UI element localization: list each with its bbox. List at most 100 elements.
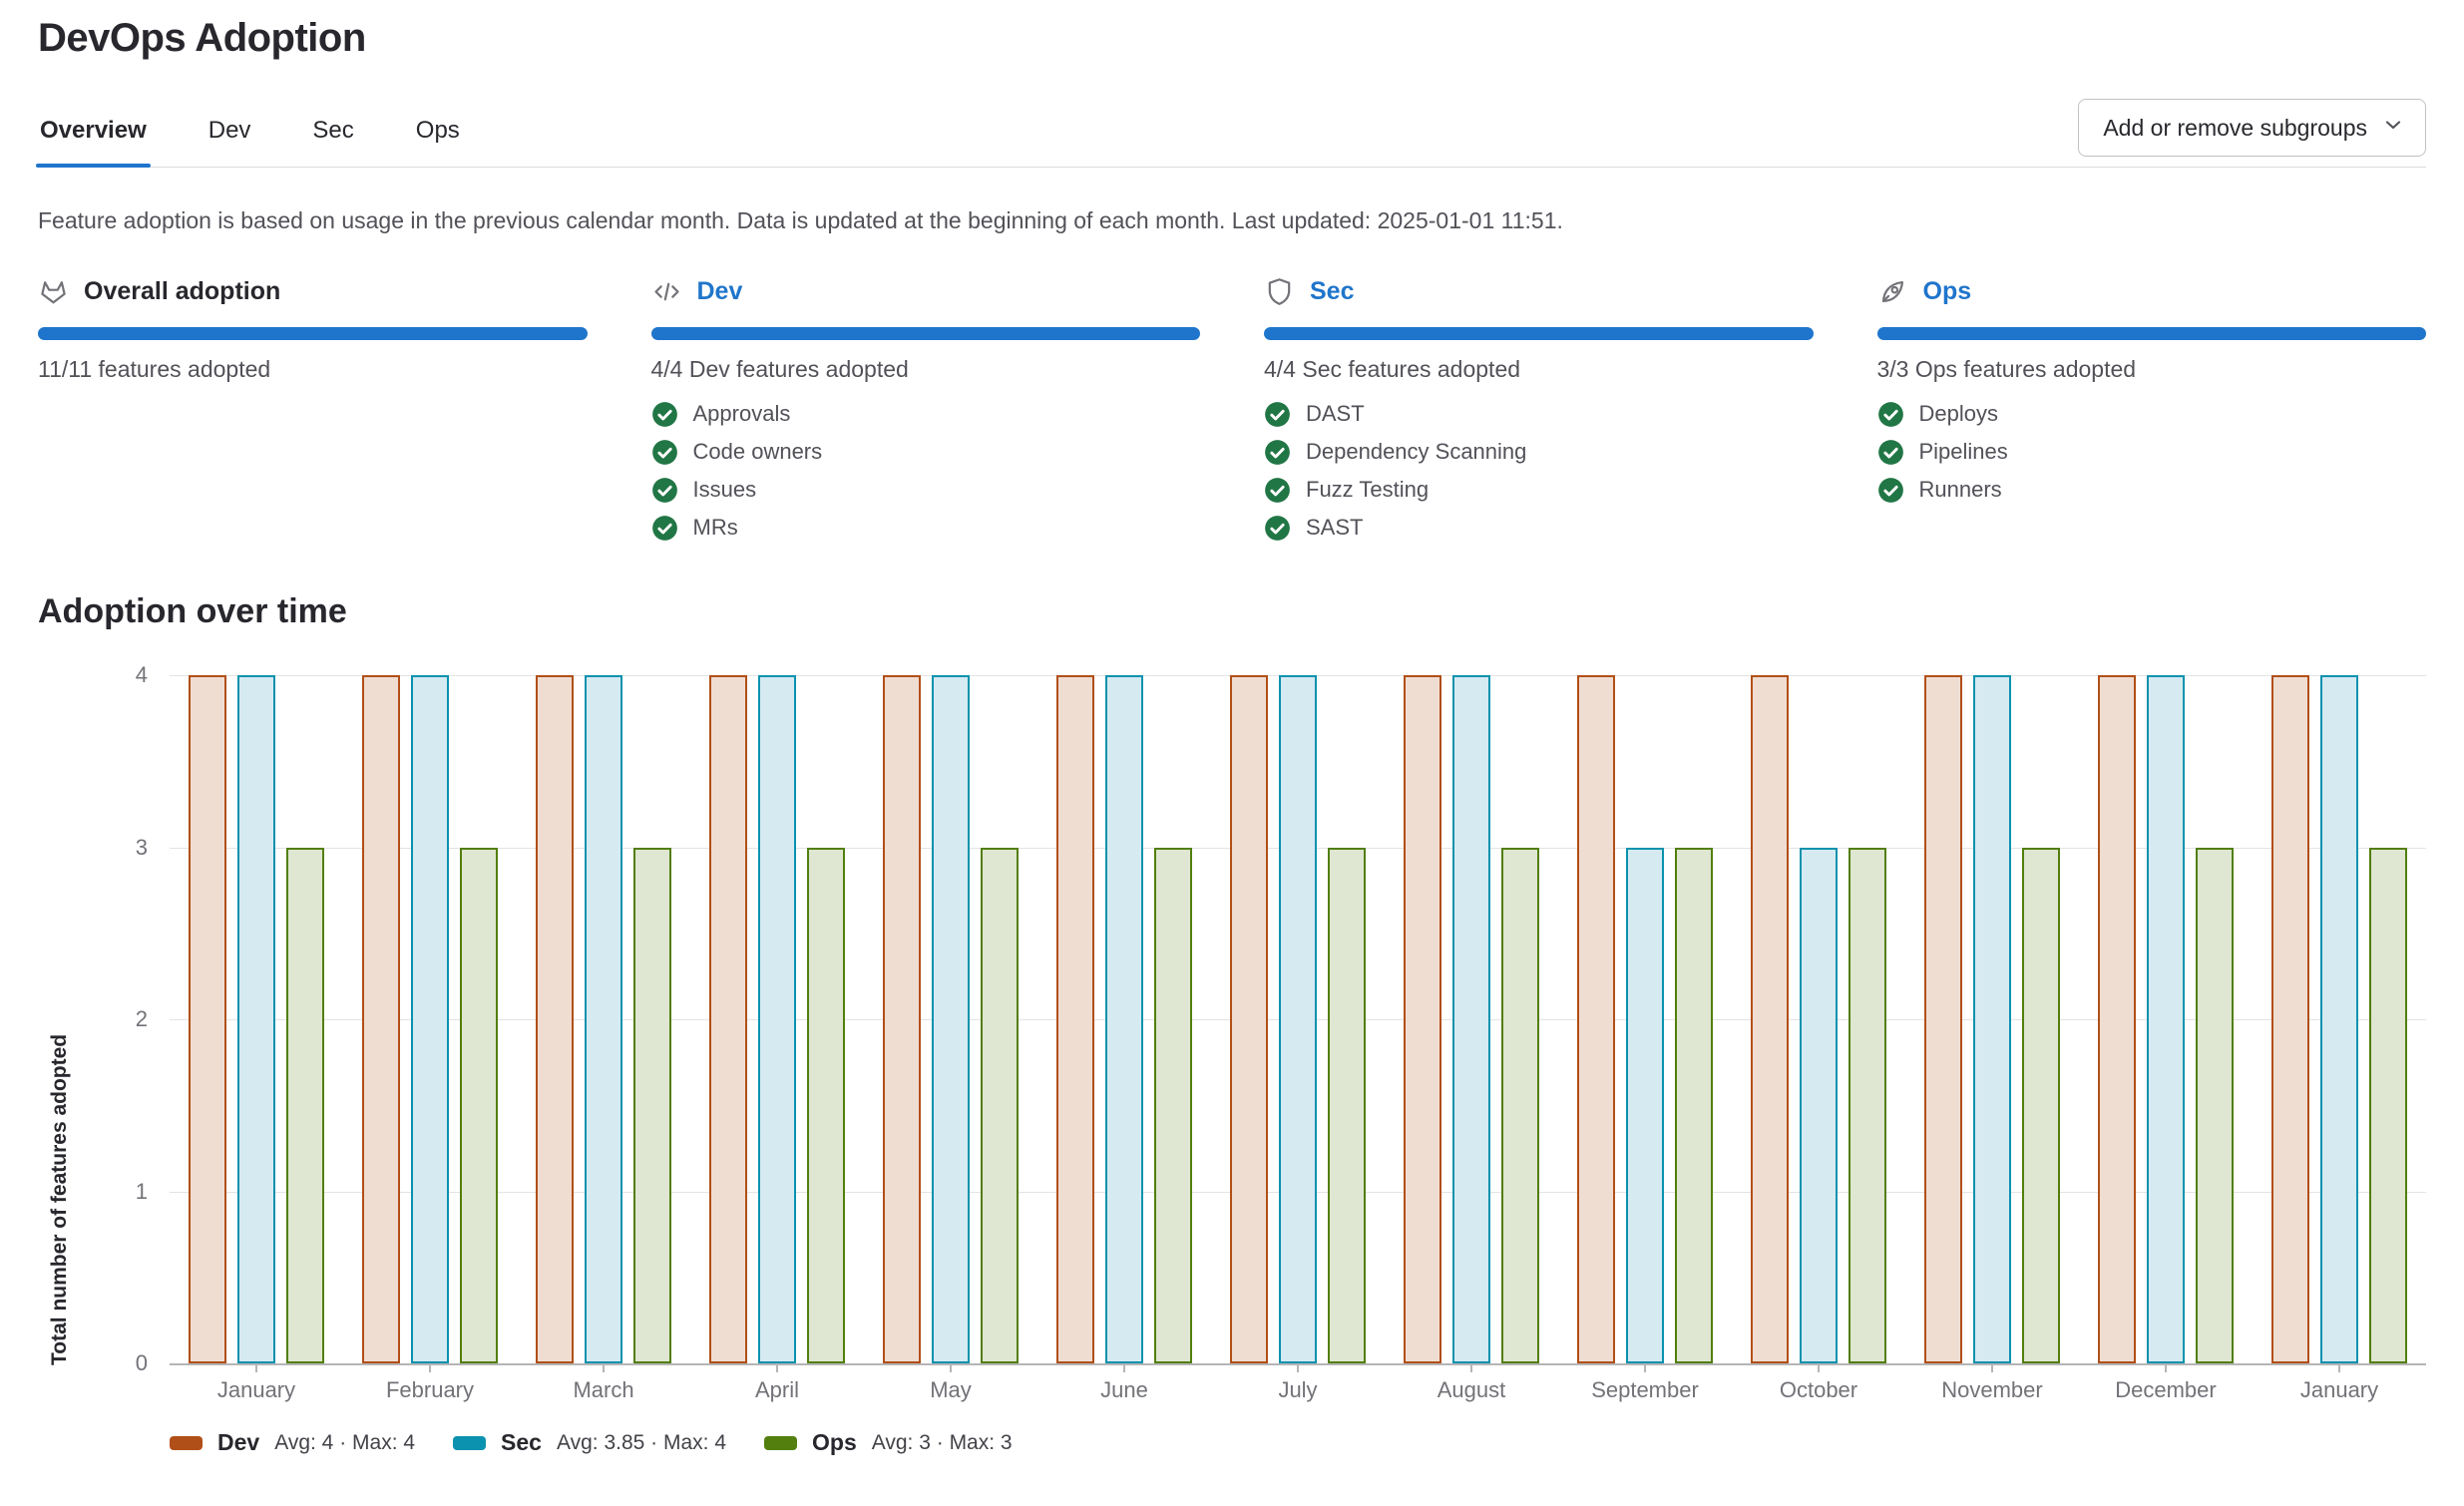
bar-ops-january-0	[286, 847, 324, 1363]
x-label-march-2: March	[573, 1377, 634, 1402]
feature-list-dev: Approvals Code owners Issues MRs	[651, 395, 1201, 547]
bar-sec-february-1	[411, 675, 449, 1363]
check-circle-icon	[651, 401, 678, 428]
x-label-july-6: July	[1278, 1377, 1318, 1402]
chart-plot-area: 4 3 2 1 0	[136, 662, 2426, 1375]
bar-sec-october-9	[1800, 847, 1838, 1363]
bar-ops-december-11	[2196, 847, 2234, 1363]
bar-group-june-5	[1037, 675, 1211, 1363]
check-circle-icon	[651, 439, 678, 466]
x-label-february-1: February	[385, 1377, 475, 1402]
feature-runners: Runners	[1877, 471, 2427, 509]
feature-fuzz-testing: Fuzz Testing	[1264, 471, 1814, 509]
check-circle-icon	[1264, 515, 1291, 542]
bar-sec-june-5	[1105, 675, 1143, 1363]
y-tick-label-0: 0	[135, 1350, 148, 1375]
tab-overview[interactable]: Overview	[36, 117, 151, 168]
bar-ops-july-6	[1328, 847, 1366, 1363]
card-ops: Ops 3/3 Ops features adopted Deploys Pipeli…	[1876, 276, 2427, 547]
feature-dast: DAST	[1264, 395, 1814, 433]
legend-item-dev[interactable]: Dev Avg: 4 · Max: 4	[170, 1429, 415, 1456]
bar-dev-june-5	[1056, 675, 1094, 1363]
card-overall-adoption: Overall adoption 11/11 features adopted	[38, 276, 588, 547]
tab-sec[interactable]: Sec	[312, 117, 354, 144]
chevron-down-icon	[2381, 113, 2405, 143]
feature-list-ops: Deploys Pipelines Runners	[1877, 395, 2427, 509]
bar-dev-july-6	[1230, 675, 1268, 1363]
bar-group-december-11	[2079, 675, 2253, 1363]
y-tick-label-2: 2	[135, 1006, 148, 1031]
card-title-overall-adoption: Overall adoption	[84, 277, 281, 305]
bar-dev-february-1	[362, 675, 400, 1363]
feature-issues: Issues	[651, 471, 1201, 509]
bar-dev-november-10	[1924, 675, 1962, 1363]
legend-stats-dev: Avg: 4 · Max: 4	[274, 1430, 416, 1454]
bar-group-november-10	[1905, 675, 2079, 1363]
bar-ops-november-10	[2022, 847, 2060, 1363]
x-label-august-7: August	[1437, 1377, 1506, 1402]
legend-stats-sec: Avg: 3.85 · Max: 4	[556, 1430, 727, 1454]
feature-label: Issues	[692, 477, 757, 502]
x-axis-tick	[1123, 1363, 1125, 1372]
bar-dev-january-0	[189, 675, 226, 1363]
legend-swatch-ops	[764, 1435, 798, 1450]
rocket-icon	[1877, 276, 1908, 307]
code-icon	[651, 276, 682, 307]
check-circle-icon	[1877, 439, 1904, 466]
check-circle-icon	[1264, 477, 1291, 504]
bar-ops-june-5	[1154, 847, 1192, 1363]
y-tick-label-1: 1	[135, 1178, 148, 1204]
y-tick-label-3: 3	[135, 834, 148, 860]
bar-ops-january-12	[2369, 847, 2407, 1363]
card-title-dev[interactable]: Dev	[696, 277, 743, 305]
x-axis-tick	[2338, 1363, 2340, 1372]
feature-list-sec: DAST Dependency Scanning Fuzz Testing SAST	[1264, 395, 1814, 547]
bar-sec-march-2	[585, 675, 622, 1363]
check-circle-icon	[651, 477, 678, 504]
x-axis-tick	[1818, 1363, 1820, 1372]
tab-dev[interactable]: Dev	[207, 117, 251, 144]
card-title-sec[interactable]: Sec	[1310, 277, 1355, 305]
x-axis-labels: January February March April May June July Augu…	[170, 1377, 2426, 1403]
x-axis-tick	[254, 1363, 257, 1372]
bar-ops-march-2	[633, 847, 671, 1363]
bar-group-august-7	[1385, 675, 1558, 1363]
tab-ops[interactable]: Ops	[415, 117, 460, 144]
x-label-december-11: December	[2115, 1377, 2217, 1402]
feature-label: Runners	[1918, 477, 2002, 502]
x-label-november-10: November	[1941, 1377, 2043, 1402]
legend-item-sec[interactable]: Sec Avg: 3.85 · Max: 4	[453, 1429, 726, 1456]
bar-ops-october-9	[1848, 847, 1886, 1363]
feature-label: Fuzz Testing	[1306, 477, 1430, 502]
x-axis-tick	[603, 1363, 605, 1372]
feature-deploys: Deploys	[1877, 395, 2427, 433]
bar-group-july-6	[1211, 675, 1385, 1363]
add-or-remove-subgroups-button[interactable]: Add or remove subgroups	[2078, 99, 2426, 157]
bar-group-september-8	[1558, 675, 1732, 1363]
bar-sec-august-7	[1452, 675, 1490, 1363]
legend-item-ops[interactable]: Ops Avg: 3 · Max: 3	[764, 1429, 1013, 1456]
x-label-january-12: January	[2299, 1377, 2379, 1402]
x-axis-tick	[2165, 1363, 2167, 1372]
check-circle-icon	[1264, 439, 1291, 466]
card-dev: Dev 4/4 Dev features adopted Approvals Code…	[650, 276, 1201, 547]
x-axis-tick	[775, 1363, 778, 1372]
check-circle-icon	[651, 515, 678, 542]
x-label-june-5: June	[1100, 1377, 1148, 1402]
legend-swatch-dev	[170, 1435, 203, 1450]
x-label-september-8: September	[1591, 1377, 1699, 1402]
add-or-remove-subgroups-label: Add or remove subgroups	[2103, 114, 2367, 141]
feature-dependency-scanning: Dependency Scanning	[1264, 433, 1814, 471]
bar-sec-july-6	[1279, 675, 1317, 1363]
bar-dev-august-7	[1404, 675, 1441, 1363]
bar-group-february-1	[343, 675, 517, 1363]
y-tick-label-4: 4	[135, 662, 148, 687]
feature-code-owners: Code owners	[651, 433, 1201, 471]
check-circle-icon	[1877, 401, 1904, 428]
feature-sast: SAST	[1264, 509, 1814, 547]
x-axis-tick	[1297, 1363, 1299, 1372]
progress-bar-dev	[650, 327, 1200, 340]
card-title-ops[interactable]: Ops	[1922, 277, 1972, 305]
tabs: Overview Dev Sec Ops	[36, 117, 462, 168]
bar-sec-september-8	[1626, 847, 1664, 1363]
